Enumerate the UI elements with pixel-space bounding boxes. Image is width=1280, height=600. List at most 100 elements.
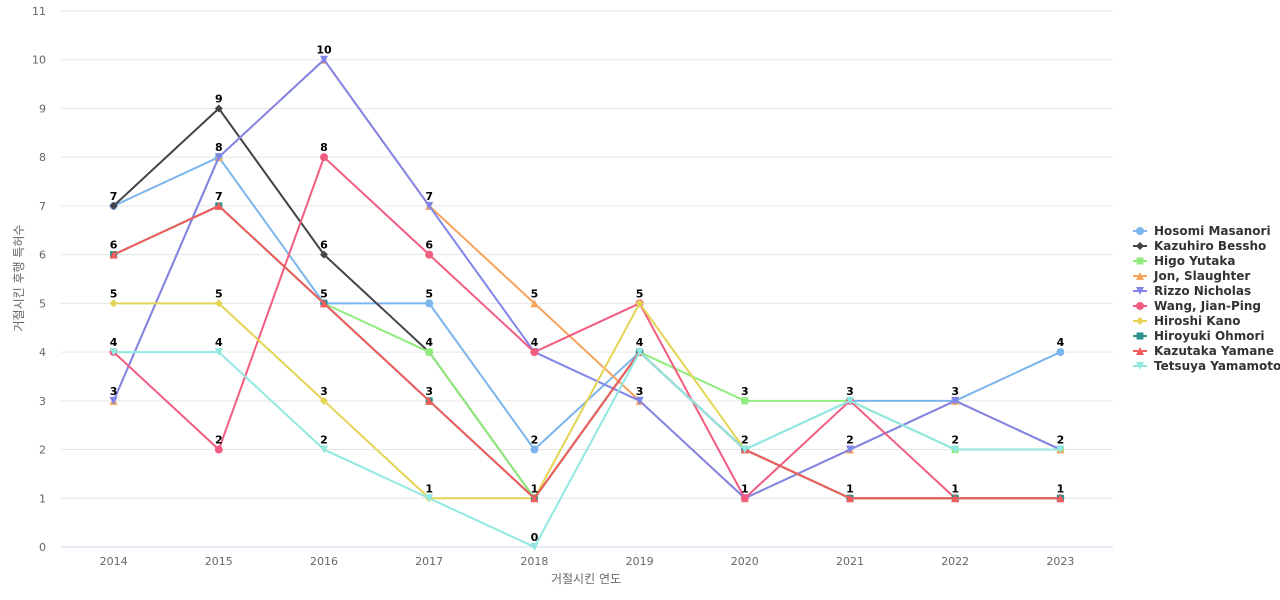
- data-label: 8: [320, 141, 328, 154]
- legend-symbol: [1136, 347, 1144, 355]
- legend-label: Higo Yutaka: [1154, 254, 1235, 268]
- legend-label: Rizzo Nicholas: [1154, 284, 1251, 298]
- data-label: 1: [741, 482, 749, 495]
- data-label: 5: [110, 287, 118, 300]
- legend-label: Hosomi Masanori: [1154, 224, 1271, 238]
- data-label: 4: [425, 336, 433, 349]
- legend-label: Kazuhiro Bessho: [1154, 239, 1266, 253]
- data-point: [109, 348, 118, 357]
- legend-symbol: [1136, 272, 1144, 280]
- data-point: [320, 299, 328, 308]
- legend-label: Wang, Jian-Ping: [1154, 299, 1261, 313]
- legend-label: Kazutaka Yamane: [1154, 344, 1274, 358]
- data-point: [846, 494, 854, 503]
- data-label: 7: [215, 190, 223, 203]
- data-label: 2: [1057, 434, 1065, 447]
- grid: [61, 10, 1113, 548]
- series-rizzo-nicholas: [109, 55, 1065, 503]
- data-point: [846, 396, 854, 405]
- data-label: 8: [215, 141, 223, 154]
- x-axis-title: 거절시킨 연도: [551, 572, 621, 586]
- data-label: 5: [215, 287, 223, 300]
- data-label: 5: [636, 287, 644, 300]
- legend-symbol: [1136, 302, 1144, 310]
- data-point: [635, 396, 644, 405]
- data-point: [425, 348, 433, 356]
- data-label: 4: [531, 336, 539, 349]
- data-label: 3: [951, 385, 959, 398]
- series-line: [112, 156, 1061, 500]
- data-point: [320, 153, 328, 162]
- data-label: 6: [110, 239, 118, 252]
- legend-item[interactable]: Jon, Slaughter: [1133, 269, 1250, 283]
- legend-symbol: [1136, 227, 1144, 235]
- series-lines: [109, 55, 1065, 551]
- data-label: 3: [636, 385, 644, 398]
- data-point: [425, 201, 434, 210]
- data-label: 5: [320, 287, 328, 300]
- data-label: 6: [425, 239, 433, 252]
- y-tick-label: 8: [39, 151, 46, 164]
- x-tick-label: 2020: [731, 555, 759, 568]
- legend-item[interactable]: Kazutaka Yamane: [1133, 344, 1274, 358]
- data-point: [530, 543, 539, 551]
- data-point: [109, 396, 118, 405]
- x-tick-label: 2014: [100, 555, 128, 568]
- data-point: [1056, 445, 1065, 454]
- data-label: 2: [215, 434, 223, 447]
- y-tick-label: 7: [39, 200, 46, 213]
- data-label: 3: [320, 385, 328, 398]
- legend-symbol: [1136, 332, 1144, 340]
- data-label: 1: [1057, 482, 1065, 495]
- data-point: [740, 445, 749, 454]
- data-point: [741, 397, 749, 405]
- data-point: [109, 299, 118, 308]
- data-point: [425, 250, 434, 259]
- legend-label: Hiroshi Kano: [1154, 314, 1240, 328]
- data-label: 2: [320, 434, 328, 447]
- legend-label: Jon, Slaughter: [1153, 269, 1250, 283]
- data-label: 3: [425, 385, 433, 398]
- legend-item[interactable]: Hiroshi Kano: [1133, 314, 1240, 328]
- data-point: [951, 445, 960, 454]
- data-point: [425, 299, 434, 308]
- data-label: 6: [320, 239, 328, 252]
- data-label: 3: [846, 385, 854, 398]
- legend-item[interactable]: Hosomi Masanori: [1133, 224, 1271, 238]
- data-point: [530, 494, 539, 503]
- data-point: [635, 299, 644, 308]
- series-jon-slaughter: [109, 55, 1065, 503]
- y-tick-label: 6: [39, 249, 46, 262]
- series-line: [113, 351, 1061, 548]
- data-point: [320, 55, 328, 64]
- data-point: [1056, 494, 1065, 503]
- y-axis-ticks: 0 1 2 3 4 5 6 7 8 9 10 11: [32, 5, 46, 554]
- data-point: [951, 396, 960, 405]
- legend-item[interactable]: Tetsuya Yamamoto: [1133, 359, 1280, 373]
- data-point: [214, 153, 223, 162]
- data-label: 1: [951, 482, 959, 495]
- data-point: [846, 445, 854, 454]
- data-label: 7: [110, 190, 118, 203]
- legend-item[interactable]: Hiroyuki Ohmori: [1133, 329, 1264, 343]
- data-point: [214, 201, 223, 210]
- y-tick-label: 3: [39, 395, 46, 408]
- data-label: 1: [425, 482, 433, 495]
- x-axis-ticks: 2014 2015 2016 2017 2018 2019 2020 2021 2022 2023: [100, 555, 1075, 568]
- legend-symbol: [1136, 242, 1144, 250]
- data-label: 4: [1057, 336, 1065, 349]
- legend-item[interactable]: Higo Yutaka: [1133, 254, 1235, 268]
- legend-item[interactable]: Wang, Jian-Ping: [1133, 299, 1261, 313]
- legend-symbol: [1136, 362, 1144, 370]
- data-label: 3: [741, 385, 749, 398]
- legend-item[interactable]: Kazuhiro Bessho: [1133, 239, 1266, 253]
- series-line: [113, 204, 1061, 500]
- y-tick-label: 4: [39, 346, 46, 359]
- data-point: [1056, 348, 1065, 357]
- data-point: [530, 348, 539, 357]
- legend-item[interactable]: Rizzo Nicholas: [1133, 284, 1251, 298]
- data-label: 4: [110, 336, 118, 349]
- data-point: [320, 250, 328, 259]
